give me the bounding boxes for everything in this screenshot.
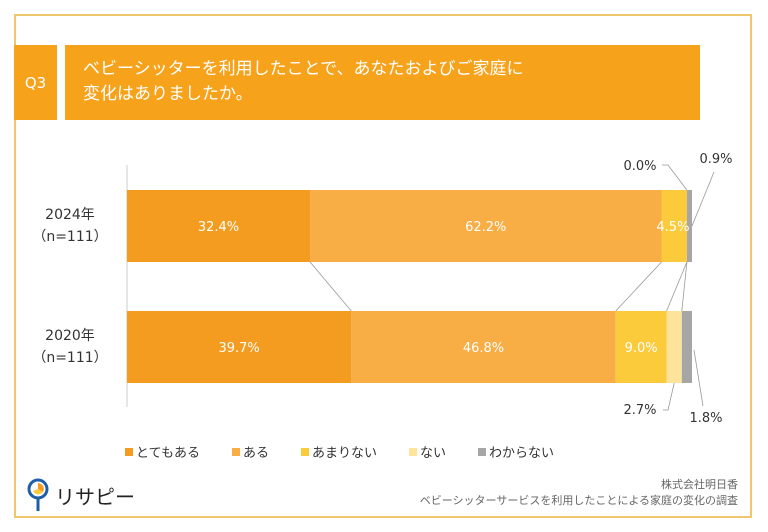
legend-swatch [231, 447, 240, 456]
data-label: 62.2% [465, 220, 506, 235]
data-label: 0.0% [623, 159, 656, 174]
bar-segment [351, 311, 616, 383]
logo-pin-icon [27, 478, 49, 511]
question-number: Q3 [14, 45, 57, 120]
legend-label: ある [242, 446, 269, 461]
legend-swatch [409, 447, 417, 456]
credit: 株式会社明日香ベビーシッターサービスを利用したことによる家庭の変化の調査 [420, 477, 738, 509]
legend-item: わからない [478, 442, 554, 461]
leader-line [691, 171, 715, 227]
company: 株式会社明日香 [661, 478, 738, 491]
row-label-2024: 2024年 （n=111） [20, 204, 120, 248]
data-label: 4.5% [656, 220, 689, 235]
legend-item: あまりない [300, 442, 377, 461]
legend-label: とてもある [136, 446, 200, 461]
legend-label: ない [420, 446, 447, 461]
leader-line [693, 349, 704, 407]
connector-line [615, 261, 662, 312]
row-n: （n=111） [32, 229, 108, 245]
frame [14, 14, 752, 518]
data-label: 32.4% [198, 220, 239, 235]
data-label: 2.7% [623, 403, 656, 418]
data-label: 46.8% [463, 341, 504, 356]
bar-segment [615, 311, 667, 383]
row-year: 2024年 [45, 207, 95, 223]
bar-segment [310, 190, 662, 262]
bar-segment [666, 311, 682, 383]
data-label: 39.7% [218, 341, 259, 356]
bar-segment [681, 311, 692, 383]
legend-swatch [478, 447, 487, 456]
question-title: ベビーシッターを利用したことで、あなたおよびご家庭に 変化はありましたか。 [65, 45, 700, 120]
connector-line [666, 261, 688, 312]
bar-segment [661, 190, 687, 262]
leader-line [663, 382, 675, 411]
bar-segment [686, 190, 692, 262]
bar-segment [127, 311, 352, 383]
data-label: 9.0% [625, 341, 658, 356]
legend-swatch [300, 447, 309, 456]
connector-line [681, 261, 688, 312]
legend-item: ある [231, 442, 269, 461]
logo: リサピー [27, 478, 135, 512]
legend-swatch [125, 447, 133, 456]
row-n: （n=111） [32, 350, 108, 366]
row-year: 2020年 [45, 328, 95, 344]
survey-name: ベビーシッターサービスを利用したことによる家庭の変化の調査 [419, 494, 738, 507]
data-label: 0.9% [699, 152, 732, 167]
logo-text: リサピー [55, 484, 135, 509]
leader-line [662, 164, 688, 191]
data-label: 1.8% [689, 411, 722, 426]
legend-label: あまりない [311, 446, 377, 461]
row-label-2020: 2020年 （n=111） [20, 325, 120, 369]
connector-line [309, 261, 352, 312]
legend-item: とてもある [125, 442, 200, 461]
legend-label: わからない [489, 446, 555, 461]
legend: とてもある ある あまりない ない わからない [125, 442, 586, 461]
legend-item: ない [409, 442, 446, 461]
bar-segment [127, 190, 311, 262]
